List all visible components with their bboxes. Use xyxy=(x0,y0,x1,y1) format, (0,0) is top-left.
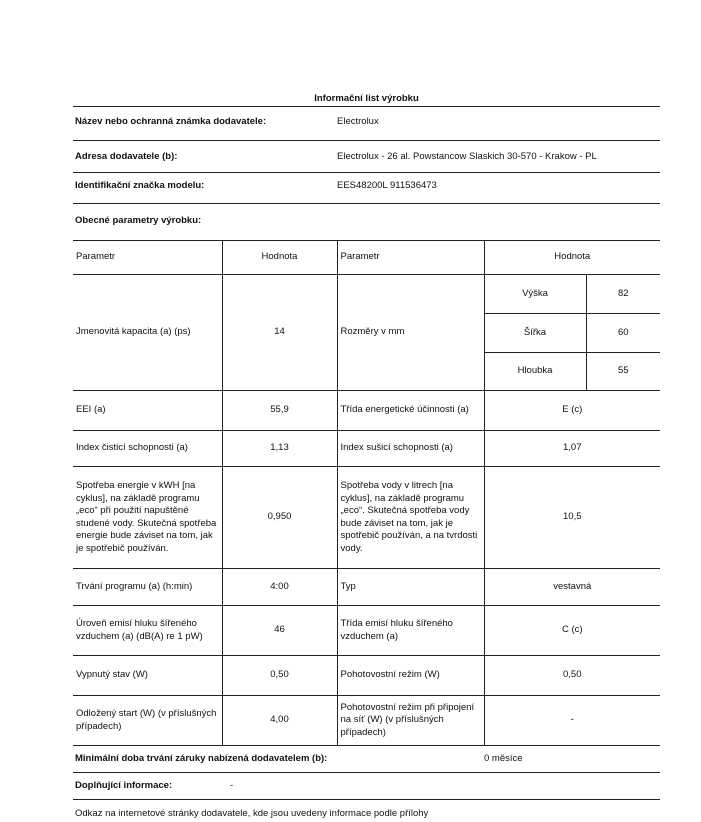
address-value: Electrolux - 26 al. Powstancow Slaskich … xyxy=(337,151,597,162)
table-row: Úroveň emisí hluku šířeného vzduchem (a)… xyxy=(73,605,661,656)
table-row: Šířka 60 xyxy=(73,313,661,353)
divider xyxy=(73,106,660,107)
header-param: Parametr xyxy=(336,240,484,275)
address-label: Adresa dodavatele (b): xyxy=(75,151,178,162)
cell-value: 0,50 xyxy=(483,655,661,696)
dim-label: Hloubka xyxy=(483,352,586,391)
warranty-value: 0 měsíce xyxy=(484,753,523,764)
table-row: Trvání programu (a) (h:min) 4:00 Typ ves… xyxy=(73,568,661,606)
table-row: Index čisticí schopnosti (a) 1,13 Index … xyxy=(73,430,661,467)
model-value: EES48200L 911536473 xyxy=(337,180,437,191)
cell-value: vestavná xyxy=(483,568,661,606)
additional-label: Doplňující informace: xyxy=(75,780,173,791)
table-row: Odložený start (W) (v příslušných případ… xyxy=(73,695,661,746)
header-value: Hodnota xyxy=(221,240,337,275)
divider xyxy=(73,172,660,173)
cell-label: Třída energetické účinnosti (a) xyxy=(336,390,484,431)
cell-value: 4,00 xyxy=(221,695,337,746)
cell-value: 1,07 xyxy=(483,430,661,467)
table-row: Spotřeba energie v kWH [na cyklus], na z… xyxy=(73,466,661,569)
cell-label: Pohotovostní režim při připojení na síť … xyxy=(336,695,484,746)
cell-label: Spotřeba energie v kWH [na cyklus], na z… xyxy=(73,466,222,569)
table-header: Parametr Hodnota Parametr Hodnota xyxy=(73,240,661,275)
cell-label: Odložený start (W) (v příslušných případ… xyxy=(73,695,222,746)
table-row: Vypnutý stav (W) 0,50 Pohotovostní režim… xyxy=(73,655,661,696)
dim-label: Výška xyxy=(483,274,586,314)
params-table: Parametr Hodnota Parametr Hodnota Jmenov… xyxy=(73,240,661,746)
general-params-heading: Obecné parametry výrobku: xyxy=(75,215,202,226)
cell-value: 10,5 xyxy=(483,466,661,569)
divider xyxy=(73,140,660,141)
cell-value: 1,13 xyxy=(221,430,337,467)
divider xyxy=(73,799,660,800)
additional-value: - xyxy=(230,780,234,791)
cell-value: 14 xyxy=(221,274,337,391)
table-row: Jmenovitá kapacita (a) (ps) 14 Rozměry v… xyxy=(73,274,661,391)
sheet-title: Informační list výrobku xyxy=(314,93,419,104)
cell-value: 4:00 xyxy=(221,568,337,606)
warranty-label: Minimální doba trvání záruky nabízená do… xyxy=(75,753,328,764)
model-label: Identifikační značka modelu: xyxy=(75,180,205,191)
cell-label: Typ xyxy=(336,568,484,606)
cell-label: Jmenovitá kapacita (a) (ps) xyxy=(73,274,222,391)
dim-value: 60 xyxy=(585,313,661,353)
cell-value: 0,950 xyxy=(221,466,337,569)
cell-label: Trvání programu (a) (h:min) xyxy=(73,568,222,606)
cell-label: Rozměry v mm xyxy=(336,274,484,391)
supplier-link-text: Odkaz na internetové stránky dodavatele,… xyxy=(75,808,429,819)
dim-label: Šířka xyxy=(483,313,586,353)
header-value: Hodnota xyxy=(483,240,661,275)
dim-value: 82 xyxy=(585,274,661,314)
cell-label: Spotřeba vody v litrech [na cyklus], na … xyxy=(336,466,484,569)
cell-label: Index čisticí schopnosti (a) xyxy=(73,430,222,467)
table-row: EEI (a) 55,9 Třída energetické účinnosti… xyxy=(73,390,661,431)
cell-value: 46 xyxy=(221,605,337,656)
cell-label: Třída emisí hluku šířeného vzduchem (a) xyxy=(336,605,484,656)
cell-label: Úroveň emisí hluku šířeného vzduchem (a)… xyxy=(73,605,222,656)
cell-value: C (c) xyxy=(483,605,661,656)
cell-value: 0,50 xyxy=(221,655,337,696)
cell-value: - xyxy=(483,695,661,746)
supplier-label: Název nebo ochranná známka dodavatele: xyxy=(75,116,267,127)
divider xyxy=(73,203,660,204)
supplier-value: Electrolux xyxy=(337,116,379,127)
cell-value: E (c) xyxy=(483,390,661,431)
cell-value: 55,9 xyxy=(221,390,337,431)
cell-label: Pohotovostní režim (W) xyxy=(336,655,484,696)
divider xyxy=(73,772,660,773)
dim-value: 55 xyxy=(585,352,661,391)
cell-label: EEI (a) xyxy=(73,390,222,431)
header-param: Parametr xyxy=(73,240,222,275)
cell-label: Vypnutý stav (W) xyxy=(73,655,222,696)
cell-label: Index sušicí schopnosti (a) xyxy=(336,430,484,467)
